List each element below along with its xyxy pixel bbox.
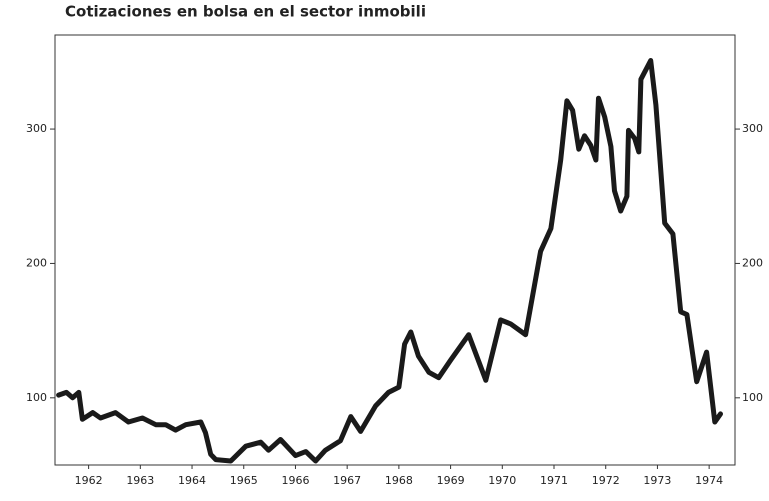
data-line xyxy=(56,58,723,464)
x-tick-label: 1969 xyxy=(437,474,465,487)
x-tick-label: 1972 xyxy=(592,474,620,487)
y-tick-label: 200 xyxy=(26,256,47,269)
x-tick-label: 1963 xyxy=(126,474,154,487)
y-tick-label: 100 xyxy=(26,391,47,404)
plot-frame xyxy=(54,34,736,466)
x-tick-label: 1970 xyxy=(488,474,516,487)
y2-tick-label: 100 xyxy=(742,391,763,404)
y-tick-label: 300 xyxy=(26,122,47,135)
x-tick-label: 1965 xyxy=(230,474,258,487)
x-tick-label: 1974 xyxy=(695,474,723,487)
x-tick-label: 1971 xyxy=(540,474,568,487)
x-tick-label: 1966 xyxy=(281,474,309,487)
x-tick-label: 1964 xyxy=(178,474,206,487)
x-tick-label: 1967 xyxy=(333,474,361,487)
x-tick-label: 1962 xyxy=(75,474,103,487)
y2-tick-label: 300 xyxy=(742,122,763,135)
y2-tick-label: 200 xyxy=(742,256,763,269)
x-tick-label: 1973 xyxy=(643,474,671,487)
chart-title: Cotizaciones en bolsa en el sector inmob… xyxy=(65,3,426,21)
x-tick-label: 1968 xyxy=(385,474,413,487)
